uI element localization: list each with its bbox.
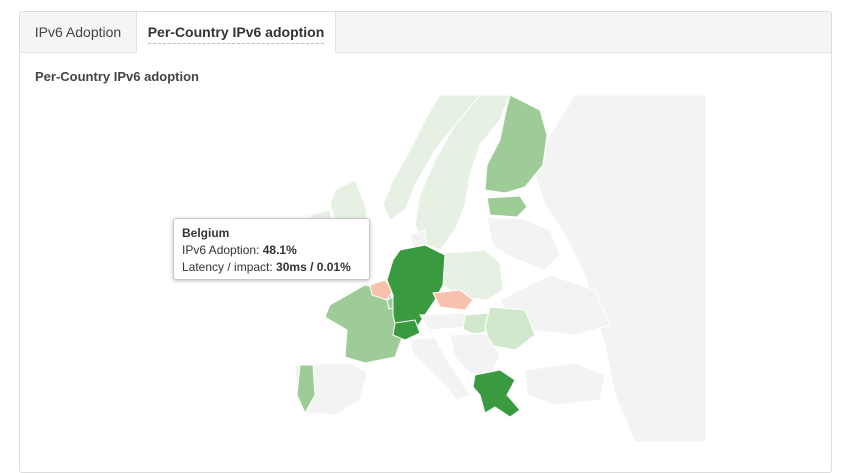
country-greece[interactable]: [472, 369, 521, 418]
country-portugal[interactable]: [296, 364, 316, 415]
tooltip-latency-row: Latency / impact: 30ms / 0.01%: [182, 259, 361, 276]
country-switzerland[interactable]: [392, 319, 421, 341]
tooltip-latency-value: 30ms / 0.01%: [276, 260, 351, 274]
country-austria[interactable]: [419, 312, 468, 331]
tab-ipv6-adoption[interactable]: IPv6 Adoption: [34, 24, 122, 40]
country-estonia[interactable]: [486, 195, 528, 218]
country-baltics[interactable]: [486, 216, 561, 271]
country-belgium[interactable]: [369, 279, 394, 301]
tooltip-latency-label: Latency / impact:: [182, 260, 277, 274]
tooltip-adoption-row: IPv6 Adoption: 48.1%: [182, 242, 361, 259]
country-czech[interactable]: [432, 289, 474, 311]
country-tooltip: Belgium IPv6 Adoption: 48.1% Latency / i…: [173, 218, 370, 280]
country-poland[interactable]: [442, 249, 504, 301]
tooltip-adoption-value: 48.1%: [262, 243, 297, 257]
section-title: Per-Country IPv6 adoption: [35, 69, 199, 84]
tab-per-country-label: Per-Country IPv6 adoption: [147, 24, 325, 44]
tooltip-adoption-label: IPv6 Adoption:: [182, 243, 263, 257]
country-italy[interactable]: [409, 336, 471, 401]
country-sweden[interactable]: [414, 95, 511, 251]
tab-per-country-ipv6-adoption[interactable]: Per-Country IPv6 adoption: [136, 12, 336, 53]
country-turkey[interactable]: [524, 362, 606, 406]
europe-map[interactable]: [275, 95, 706, 442]
tooltip-country-name: Belgium: [182, 226, 230, 240]
country-romania[interactable]: [484, 306, 536, 351]
europe-map-svg: [294, 95, 706, 442]
tab-bar: IPv6 Adoption Per-Country IPv6 adoption: [20, 12, 831, 53]
country-france[interactable]: [324, 284, 404, 364]
country-finland[interactable]: [484, 95, 548, 194]
